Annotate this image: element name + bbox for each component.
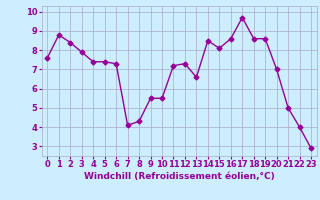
X-axis label: Windchill (Refroidissement éolien,°C): Windchill (Refroidissement éolien,°C) — [84, 172, 275, 181]
